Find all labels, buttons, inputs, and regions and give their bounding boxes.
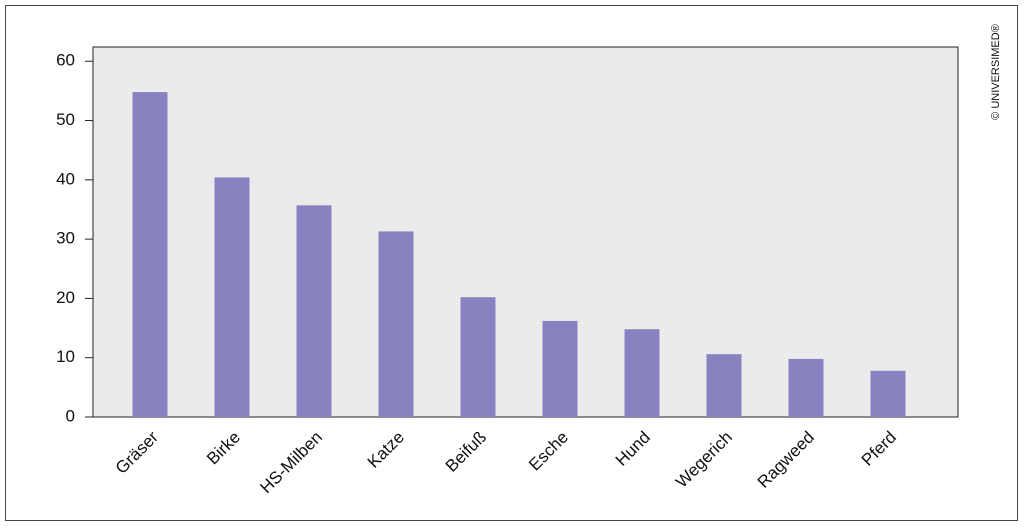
bar: [870, 370, 906, 417]
y-tick-label: 20: [56, 288, 75, 307]
y-tick-label: 60: [56, 51, 75, 70]
copyright: © UNIVERSIMED®: [990, 24, 1002, 120]
bar: [706, 354, 742, 417]
bar: [624, 329, 660, 417]
bar: [296, 205, 332, 417]
bar: [542, 320, 578, 417]
bar: [132, 92, 168, 418]
bar: [788, 358, 824, 417]
y-tick-label: 30: [56, 229, 75, 248]
y-tick-label: 0: [66, 406, 75, 425]
y-tick-label: 10: [56, 347, 75, 366]
bar: [460, 297, 496, 417]
bar: [378, 231, 414, 417]
y-tick-label: 40: [56, 169, 75, 188]
y-tick-label: 50: [56, 110, 75, 129]
bar: [214, 177, 250, 417]
